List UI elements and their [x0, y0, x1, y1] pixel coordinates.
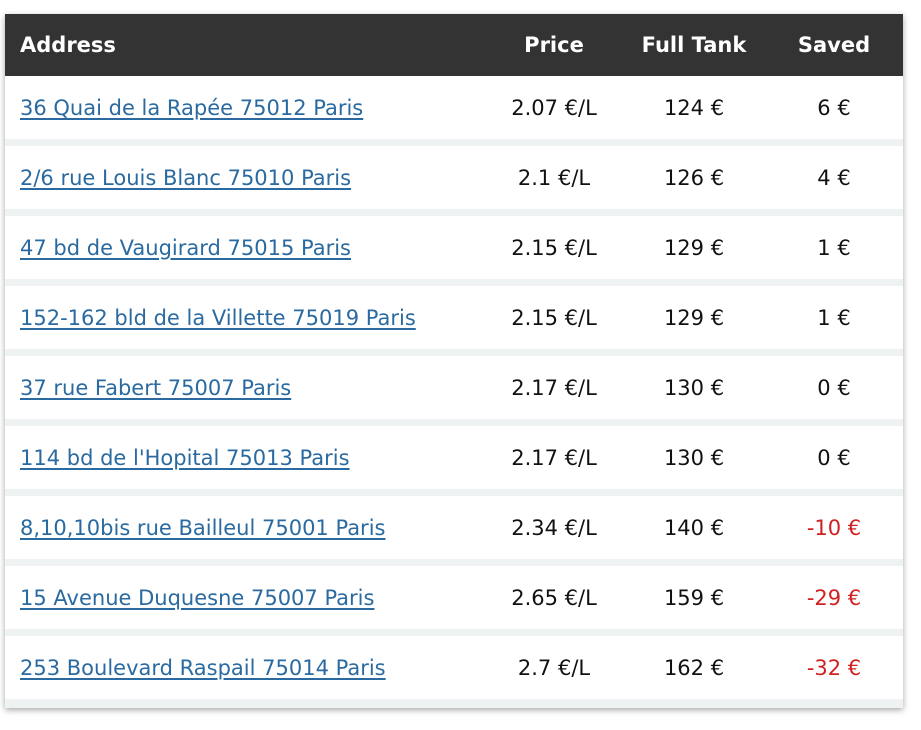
full-tank-cell: 162 € — [623, 636, 765, 706]
address-cell: 37 rue Fabert 75007 Paris — [5, 356, 485, 426]
header-full-tank[interactable]: Full Tank — [623, 14, 765, 76]
full-tank-cell: 159 € — [623, 566, 765, 636]
saved-cell: 1 € — [765, 286, 903, 356]
saved-cell: -32 € — [765, 636, 903, 706]
address-cell: 253 Boulevard Raspail 75014 Paris — [5, 636, 485, 706]
address-link[interactable]: 47 bd de Vaugirard 75015 Paris — [20, 235, 351, 260]
price-cell: 2.1 €/L — [485, 146, 623, 216]
full-tank-cell: 129 € — [623, 286, 765, 356]
full-tank-cell: 124 € — [623, 76, 765, 146]
address-cell: 15 Avenue Duquesne 75007 Paris — [5, 566, 485, 636]
table-row: 15 Avenue Duquesne 75007 Paris 2.65 €/L … — [5, 566, 903, 636]
address-link[interactable]: 114 bd de l'Hopital 75013 Paris — [20, 445, 350, 470]
table-row: 253 Boulevard Raspail 75014 Paris 2.7 €/… — [5, 636, 903, 706]
full-tank-cell: 140 € — [623, 496, 765, 566]
fuel-stations-table: Address Price Full Tank Saved 36 Quai de… — [5, 14, 903, 706]
address-link[interactable]: 36 Quai de la Rapée 75012 Paris — [20, 95, 364, 120]
address-link[interactable]: 15 Avenue Duquesne 75007 Paris — [20, 585, 375, 610]
saved-cell: 6 € — [765, 76, 903, 146]
address-cell: 114 bd de l'Hopital 75013 Paris — [5, 426, 485, 496]
table-row: 47 bd de Vaugirard 75015 Paris 2.15 €/L … — [5, 216, 903, 286]
table-row: 36 Quai de la Rapée 75012 Paris 2.07 €/L… — [5, 76, 903, 146]
saved-cell: 0 € — [765, 426, 903, 496]
saved-cell: 0 € — [765, 356, 903, 426]
header-saved[interactable]: Saved — [765, 14, 903, 76]
address-link[interactable]: 37 rue Fabert 75007 Paris — [20, 375, 292, 400]
table-header-row: Address Price Full Tank Saved — [5, 14, 903, 76]
address-link[interactable]: 8,10,10bis rue Bailleul 75001 Paris — [20, 515, 386, 540]
table-row: 37 rue Fabert 75007 Paris 2.17 €/L 130 €… — [5, 356, 903, 426]
price-cell: 2.17 €/L — [485, 356, 623, 426]
full-tank-cell: 130 € — [623, 426, 765, 496]
full-tank-cell: 126 € — [623, 146, 765, 216]
address-link[interactable]: 2/6 rue Louis Blanc 75010 Paris — [20, 165, 352, 190]
full-tank-cell: 129 € — [623, 216, 765, 286]
price-cell: 2.15 €/L — [485, 216, 623, 286]
saved-cell: -10 € — [765, 496, 903, 566]
saved-cell: -29 € — [765, 566, 903, 636]
address-cell: 8,10,10bis rue Bailleul 75001 Paris — [5, 496, 485, 566]
price-cell: 2.7 €/L — [485, 636, 623, 706]
table-row: 152-162 bld de la Villette 75019 Paris 2… — [5, 286, 903, 356]
address-cell: 152-162 bld de la Villette 75019 Paris — [5, 286, 485, 356]
address-link[interactable]: 253 Boulevard Raspail 75014 Paris — [20, 655, 386, 680]
table-row: 8,10,10bis rue Bailleul 75001 Paris 2.34… — [5, 496, 903, 566]
price-cell: 2.07 €/L — [485, 76, 623, 146]
stations-table-container: Address Price Full Tank Saved 36 Quai de… — [5, 14, 903, 708]
table-row: 2/6 rue Louis Blanc 75010 Paris 2.1 €/L … — [5, 146, 903, 216]
full-tank-cell: 130 € — [623, 356, 765, 426]
address-cell: 2/6 rue Louis Blanc 75010 Paris — [5, 146, 485, 216]
saved-cell: 1 € — [765, 216, 903, 286]
price-cell: 2.65 €/L — [485, 566, 623, 636]
header-address[interactable]: Address — [5, 14, 485, 76]
header-price[interactable]: Price — [485, 14, 623, 76]
saved-cell: 4 € — [765, 146, 903, 216]
table-row: 114 bd de l'Hopital 75013 Paris 2.17 €/L… — [5, 426, 903, 496]
price-cell: 2.17 €/L — [485, 426, 623, 496]
price-cell: 2.34 €/L — [485, 496, 623, 566]
address-cell: 36 Quai de la Rapée 75012 Paris — [5, 76, 485, 146]
price-cell: 2.15 €/L — [485, 286, 623, 356]
address-cell: 47 bd de Vaugirard 75015 Paris — [5, 216, 485, 286]
address-link[interactable]: 152-162 bld de la Villette 75019 Paris — [20, 305, 416, 330]
